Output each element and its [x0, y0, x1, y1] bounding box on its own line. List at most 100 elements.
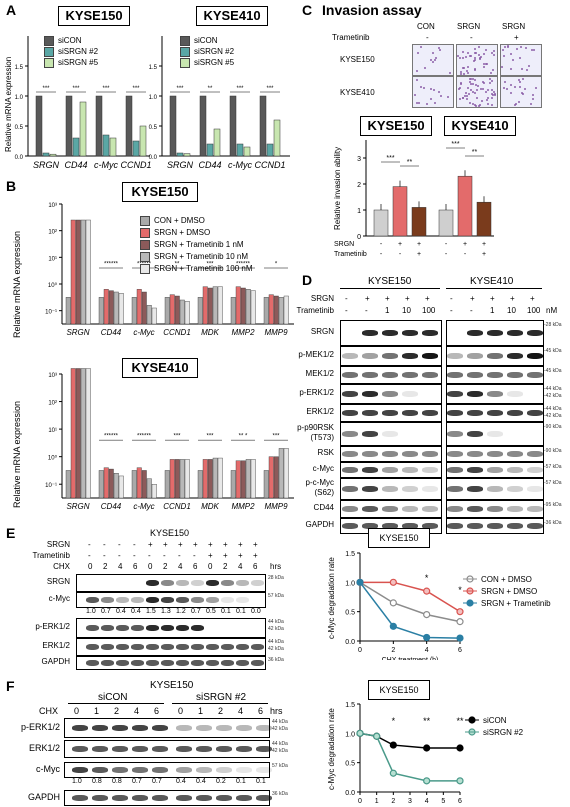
b-gene-label: c-Myc — [133, 328, 154, 337]
f-band — [112, 725, 128, 731]
d-band — [507, 451, 523, 457]
b-ytick: 10¹ — [48, 256, 57, 262]
line-point — [423, 633, 431, 642]
e-blot-label: c-Myc — [48, 594, 70, 603]
d-band — [447, 431, 463, 437]
tram-label: Trametinib — [332, 33, 370, 42]
d-srgn-sign: + — [510, 294, 515, 303]
f-band — [132, 767, 148, 773]
b-bar — [118, 293, 124, 325]
d-band — [507, 467, 523, 473]
b-bar — [80, 368, 86, 499]
f-band — [236, 746, 252, 752]
f-quant: 0.8 — [112, 778, 122, 785]
d-band — [382, 523, 398, 529]
a-bar — [132, 140, 140, 157]
line-point — [389, 622, 397, 630]
b-bar — [75, 368, 81, 499]
d-blot — [446, 462, 544, 478]
d-band — [342, 467, 358, 473]
d-tram-sign: 10 — [402, 306, 411, 315]
e-band — [221, 580, 234, 586]
b-bar — [283, 448, 289, 499]
f-chx-val: 1 — [94, 706, 100, 716]
d-kyse150: KYSE150 — [368, 276, 412, 287]
d-band — [422, 330, 438, 336]
e-chx-val: 2 — [103, 562, 108, 571]
e-band — [161, 580, 174, 586]
d-band — [342, 486, 358, 492]
a-gene-label: CD44 — [64, 160, 87, 170]
e-band — [161, 660, 174, 666]
b-bar — [283, 295, 289, 325]
f-band — [256, 746, 272, 752]
legend-con-dmso: CON + DMSO — [140, 216, 205, 226]
d-band — [382, 431, 398, 437]
f-kda: 44 kDa — [272, 719, 288, 725]
b-bar — [146, 478, 152, 499]
c-stars: ** — [407, 159, 413, 166]
legend-srgn-dmso: SRGN + DMSO — [140, 228, 210, 238]
f-blot — [64, 790, 272, 806]
d-band — [487, 410, 503, 416]
b-bar — [207, 287, 213, 325]
e-band — [176, 660, 189, 666]
b-ytick: 10⁻¹ — [45, 483, 57, 489]
panel-b-top-title: KYSE150 — [122, 182, 198, 202]
d-blot-label: p-MEK1/2 — [298, 350, 334, 359]
col-con: CON — [417, 22, 435, 31]
d-band — [382, 330, 398, 336]
d-band — [402, 372, 418, 378]
d-band — [422, 486, 438, 492]
f-blot-label: GAPDH — [27, 792, 60, 802]
b-bar — [263, 297, 269, 325]
e-chx-val: 0 — [88, 562, 93, 571]
d-band — [402, 486, 418, 492]
legend-label: CON + DMSO — [481, 575, 532, 584]
d-tram-sign: - — [345, 306, 348, 315]
invasion-title: Invasion assay — [322, 2, 422, 18]
e-srgn-sign: + — [238, 540, 243, 549]
panel-label-a: A — [6, 2, 17, 18]
c-tram-sign: - — [464, 251, 467, 258]
e-srgn-sign: + — [223, 540, 228, 549]
e-tram-sign: - — [88, 551, 91, 560]
b-bar — [245, 289, 251, 325]
f-band — [92, 725, 108, 731]
b-bar — [141, 291, 147, 325]
a-bar — [273, 119, 281, 157]
d-band — [362, 391, 378, 397]
a-stars: *** — [42, 86, 50, 92]
line-xtick: 2 — [391, 798, 395, 805]
d-band — [527, 523, 543, 529]
b-bar — [240, 287, 246, 325]
f-quant: 0.8 — [92, 778, 102, 785]
b-bar — [273, 295, 279, 325]
legend-sisrgn2: siSRGN #2 — [44, 47, 98, 57]
b-bar — [146, 305, 152, 325]
b-bar — [174, 459, 180, 499]
e-band — [101, 644, 114, 650]
f-quant: 0.1 — [256, 778, 266, 785]
line-ytick: 0.5 — [345, 761, 355, 768]
f-band — [132, 725, 148, 731]
e-band — [161, 625, 174, 631]
e-band — [146, 660, 159, 666]
f-band — [72, 795, 88, 801]
a-bar — [199, 95, 207, 157]
c-srgn-sign: - — [445, 241, 448, 248]
b-bar — [268, 294, 274, 325]
line-point — [423, 610, 431, 619]
f-band — [236, 725, 252, 731]
e-band — [191, 644, 204, 650]
legend-sisrgn5: siSRGN #5 — [44, 58, 98, 68]
d-blot-label: SRGN — [310, 327, 334, 336]
panel-label-b: B — [6, 178, 17, 194]
e-srgn-sign: + — [193, 540, 198, 549]
e-band — [206, 580, 219, 586]
e-chx-val: 2 — [223, 562, 228, 571]
legend-label: SRGN + DMSO — [481, 587, 537, 596]
d-band — [487, 523, 503, 529]
d-blot — [340, 478, 442, 500]
f-chx-label: CHX — [38, 706, 58, 716]
